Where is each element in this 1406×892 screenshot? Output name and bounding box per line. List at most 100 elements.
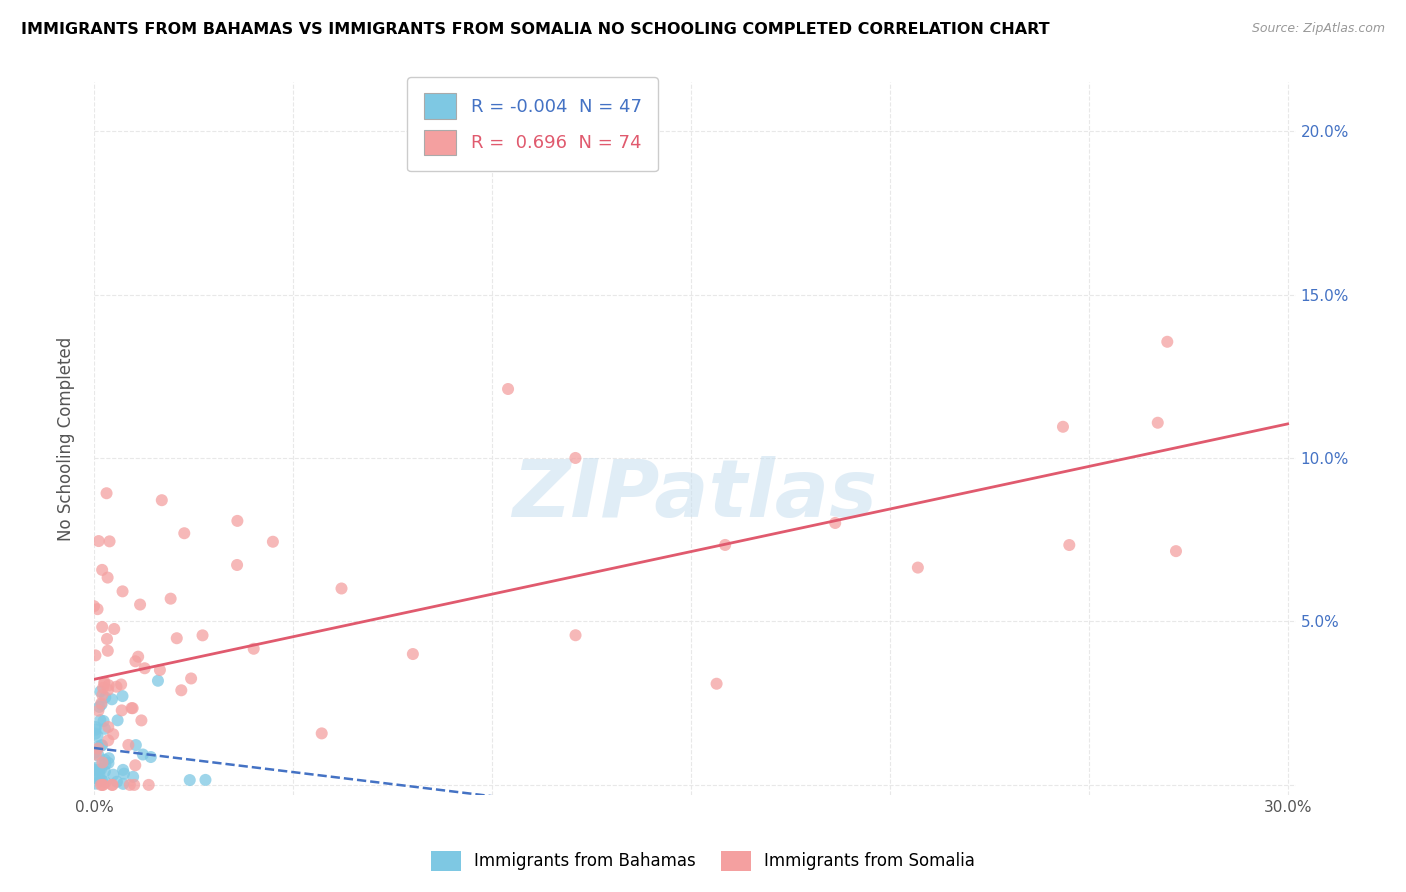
- Point: [97, 678, 120, 692]
- Legend: Immigrants from Bahamas, Immigrants from Somalia: Immigrants from Bahamas, Immigrants from…: [423, 842, 983, 880]
- Point: [90, 778, 112, 792]
- Point: [87, 741, 110, 756]
- Point: [97, 751, 120, 765]
- Point: [127, 649, 149, 664]
- Point: [91, 738, 114, 752]
- Point: [173, 526, 195, 541]
- Point: [118, 778, 141, 792]
- Point: [124, 758, 146, 772]
- Point: [194, 772, 217, 787]
- Point: [91, 778, 114, 792]
- Point: [564, 450, 586, 465]
- Point: [166, 632, 188, 646]
- Point: [84, 726, 107, 740]
- Point: [91, 756, 114, 770]
- Point: [122, 770, 145, 784]
- Point: [125, 738, 148, 752]
- Point: [121, 701, 143, 715]
- Point: [84, 747, 107, 762]
- Point: [89, 713, 111, 727]
- Point: [105, 774, 128, 789]
- Point: [191, 628, 214, 642]
- Point: [101, 778, 124, 792]
- Point: [96, 632, 118, 646]
- Point: [89, 773, 111, 788]
- Point: [159, 591, 181, 606]
- Point: [94, 757, 117, 772]
- Text: Source: ZipAtlas.com: Source: ZipAtlas.com: [1251, 22, 1385, 36]
- Point: [97, 756, 120, 770]
- Point: [150, 493, 173, 508]
- Point: [706, 677, 728, 691]
- Point: [97, 720, 120, 734]
- Point: [84, 777, 107, 791]
- Point: [111, 763, 134, 777]
- Point: [86, 760, 108, 774]
- Point: [105, 680, 128, 694]
- Point: [110, 677, 132, 691]
- Point: [180, 672, 202, 686]
- Point: [83, 746, 105, 760]
- Point: [83, 763, 105, 777]
- Point: [90, 762, 112, 776]
- Point: [111, 689, 134, 703]
- Point: [84, 723, 107, 737]
- Point: [107, 713, 129, 727]
- Point: [84, 771, 107, 785]
- Point: [84, 648, 107, 663]
- Point: [242, 641, 264, 656]
- Point: [131, 714, 153, 728]
- Point: [94, 722, 117, 736]
- Point: [89, 699, 111, 714]
- Point: [91, 681, 114, 695]
- Point: [93, 675, 115, 690]
- Point: [111, 584, 134, 599]
- Y-axis label: No Schooling Completed: No Schooling Completed: [58, 336, 75, 541]
- Point: [94, 764, 117, 779]
- Point: [111, 703, 134, 717]
- Point: [149, 663, 172, 677]
- Point: [714, 538, 737, 552]
- Point: [121, 701, 143, 715]
- Point: [97, 570, 120, 584]
- Point: [97, 682, 120, 697]
- Point: [134, 661, 156, 675]
- Text: IMMIGRANTS FROM BAHAMAS VS IMMIGRANTS FROM SOMALIA NO SCHOOLING COMPLETED CORREL: IMMIGRANTS FROM BAHAMAS VS IMMIGRANTS FR…: [21, 22, 1050, 37]
- Point: [112, 777, 135, 791]
- Point: [87, 748, 110, 763]
- Point: [117, 738, 139, 752]
- Point: [91, 778, 114, 792]
- Point: [91, 620, 114, 634]
- Point: [96, 486, 118, 500]
- Point: [496, 382, 519, 396]
- Point: [103, 622, 125, 636]
- Point: [86, 739, 108, 754]
- Point: [89, 684, 111, 698]
- Point: [824, 516, 846, 530]
- Point: [1146, 416, 1168, 430]
- Point: [122, 778, 145, 792]
- Point: [94, 753, 117, 767]
- Point: [226, 514, 249, 528]
- Point: [86, 729, 108, 743]
- Point: [138, 778, 160, 792]
- Point: [97, 644, 120, 658]
- Point: [129, 598, 152, 612]
- Point: [101, 692, 124, 706]
- Point: [90, 696, 112, 710]
- Point: [84, 720, 107, 734]
- Legend: R = -0.004  N = 47, R =  0.696  N = 74: R = -0.004 N = 47, R = 0.696 N = 74: [408, 77, 658, 171]
- Point: [91, 688, 114, 702]
- Point: [103, 727, 125, 741]
- Point: [132, 747, 155, 762]
- Point: [86, 602, 108, 616]
- Point: [89, 768, 111, 782]
- Point: [91, 563, 114, 577]
- Point: [94, 775, 117, 789]
- Point: [97, 733, 120, 747]
- Point: [90, 698, 112, 712]
- Point: [402, 647, 425, 661]
- Point: [1059, 538, 1081, 552]
- Point: [90, 773, 112, 788]
- Point: [98, 534, 121, 549]
